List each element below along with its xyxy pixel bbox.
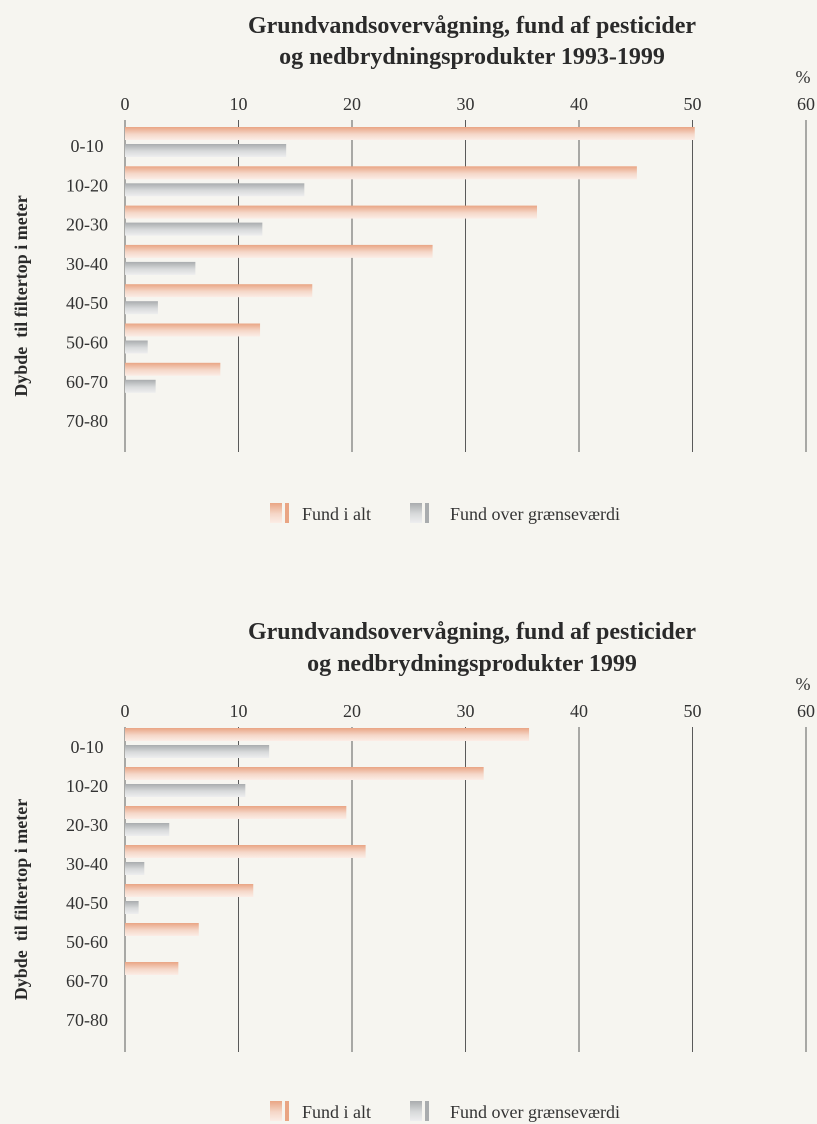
bar-fund-over-graensevaerdi	[125, 901, 139, 914]
category-label: 10-20	[66, 776, 108, 796]
bar-fund-over-graensevaerdi	[125, 144, 287, 157]
bar-fund-i-alt	[125, 884, 254, 897]
x-tick-label: 20	[343, 94, 361, 114]
bar-fund-over-graensevaerdi	[125, 379, 156, 393]
x-tick-label: 30	[457, 701, 475, 721]
x-tick-label: 10	[230, 701, 248, 721]
chart-title-line-2: og nedbrydningsprodukter 1999	[307, 651, 637, 677]
category-label: 50-60	[66, 932, 108, 952]
bar-fund-i-alt	[125, 767, 484, 780]
legend-swatch-stripe	[425, 1101, 429, 1121]
y-axis-label: Dybde til filtertop i meter	[11, 799, 31, 1000]
chart-title-line-2: og nedbrydningsprodukter 1993-1999	[279, 44, 665, 70]
legend-label: Fund i alt	[302, 1102, 371, 1122]
legend-label: Fund over grænseværdi	[450, 504, 620, 524]
legend-swatch	[270, 1101, 282, 1121]
bar-fund-over-graensevaerdi	[125, 340, 148, 354]
x-tick-label: 0	[121, 701, 130, 721]
category-label: 0-10	[71, 136, 104, 156]
bar-fund-i-alt	[125, 962, 179, 975]
unit-label: %	[796, 674, 811, 694]
chart-1993-1999: Grundvandsovervågning, fund af pesticide…	[11, 13, 815, 524]
legend-swatch-stripe	[425, 503, 429, 523]
bar-fund-over-graensevaerdi	[125, 862, 145, 875]
legend-label: Fund over grænseværdi	[450, 1102, 620, 1122]
x-tick-label: 30	[457, 94, 475, 114]
legend-swatch-stripe	[285, 503, 289, 523]
category-label: 50-60	[66, 333, 108, 353]
bar-fund-over-graensevaerdi	[125, 784, 246, 797]
bar-fund-over-graensevaerdi	[125, 301, 158, 315]
x-tick-label: 40	[570, 94, 588, 114]
legend-label: Fund i alt	[302, 504, 371, 524]
x-tick-label: 20	[343, 701, 361, 721]
unit-label: %	[796, 67, 811, 87]
legend-swatch	[270, 503, 282, 523]
category-label: 10-20	[66, 175, 108, 195]
bar-fund-over-graensevaerdi	[125, 745, 270, 758]
legend-swatch-stripe	[285, 1101, 289, 1121]
chart-1999: Grundvandsovervågning, fund af pesticide…	[11, 619, 815, 1122]
category-label: 40-50	[66, 893, 108, 913]
legend-swatch	[410, 503, 422, 523]
x-tick-label: 50	[684, 701, 702, 721]
category-label: 40-50	[66, 293, 108, 313]
category-label: 60-70	[66, 971, 108, 991]
bar-fund-i-alt	[125, 166, 637, 180]
category-label: 20-30	[66, 215, 108, 235]
bar-fund-i-alt	[125, 806, 347, 819]
bar-fund-over-graensevaerdi	[125, 222, 263, 236]
x-tick-label: 60	[797, 701, 815, 721]
bar-fund-i-alt	[125, 323, 261, 337]
chart-title-line-1: Grundvandsovervågning, fund af pesticide…	[248, 13, 696, 39]
category-label: 20-30	[66, 815, 108, 835]
category-label: 60-70	[66, 372, 108, 392]
bar-fund-i-alt	[125, 127, 695, 140]
category-label: 0-10	[71, 737, 104, 757]
bar-fund-over-graensevaerdi	[125, 823, 170, 836]
bar-fund-over-graensevaerdi	[125, 183, 305, 197]
bar-fund-i-alt	[125, 205, 538, 219]
x-tick-label: 60	[797, 94, 815, 114]
x-tick-label: 0	[121, 94, 130, 114]
legend-swatch	[410, 1101, 422, 1121]
category-label: 30-40	[66, 854, 108, 874]
y-axis-label: Dybde til filtertop i meter	[11, 195, 31, 396]
chart-title-line-1: Grundvandsovervågning, fund af pesticide…	[248, 619, 696, 645]
bar-fund-i-alt	[125, 845, 366, 858]
category-label: 70-80	[66, 1010, 108, 1030]
x-tick-label: 50	[684, 94, 702, 114]
bar-fund-i-alt	[125, 284, 313, 298]
x-tick-label: 10	[230, 94, 248, 114]
bar-fund-i-alt	[125, 923, 199, 936]
category-label: 70-80	[66, 411, 108, 431]
bar-fund-over-graensevaerdi	[125, 261, 196, 275]
bar-fund-i-alt	[125, 728, 530, 741]
x-tick-label: 40	[570, 701, 588, 721]
category-label: 30-40	[66, 254, 108, 274]
bar-fund-i-alt	[125, 362, 221, 376]
bar-fund-i-alt	[125, 244, 433, 258]
